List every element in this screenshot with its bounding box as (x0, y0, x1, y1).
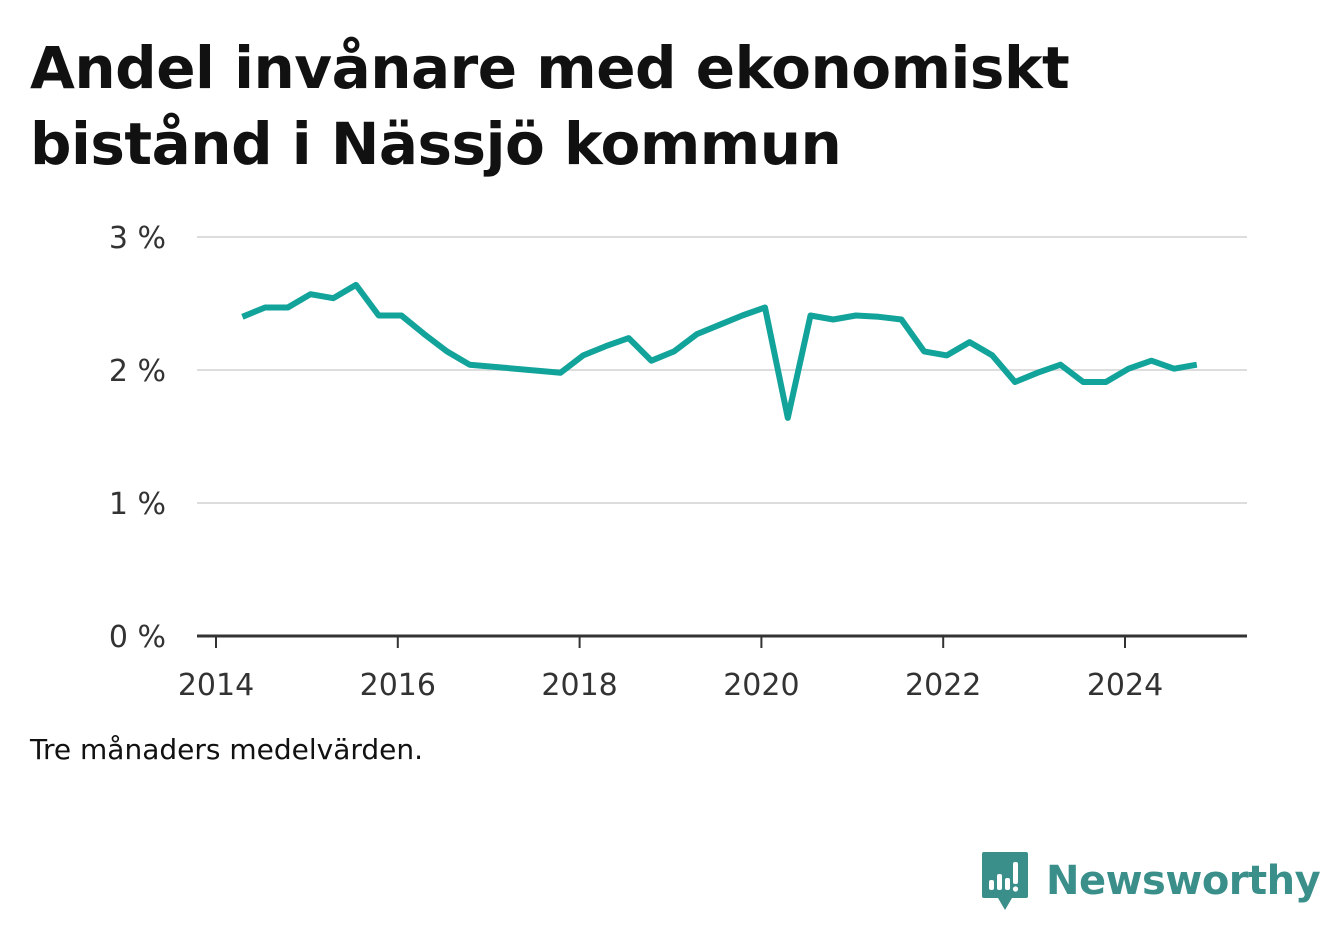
data-point (353, 282, 359, 288)
data-point (648, 358, 654, 364)
data-point (239, 314, 245, 320)
chart-title: Andel invånare med ekonomiskt bistånd i … (30, 34, 1070, 178)
data-point (830, 317, 836, 323)
data-point (308, 291, 314, 297)
brand-logo[interactable]: Newsworthy (980, 850, 1321, 912)
data-point (694, 331, 700, 337)
data-point (717, 322, 723, 328)
x-tick-label: 2020 (723, 668, 799, 703)
data-point (626, 335, 632, 341)
data-point (739, 313, 745, 319)
data-point (967, 339, 973, 345)
series-group (239, 281, 1200, 421)
y-tick-label: 0 % (109, 620, 166, 655)
x-tick-label: 2014 (178, 668, 254, 703)
data-point (808, 313, 814, 319)
data-point (330, 295, 336, 301)
line-chart: 0 % 1 % 2 % 3 % 2014 2016 2018 2020 2022 2024 (109, 221, 1247, 703)
bar-chart-speech-bubble-icon (982, 852, 1028, 910)
data-point (989, 352, 995, 358)
data-point (262, 305, 268, 311)
data-point (558, 370, 564, 376)
data-point (876, 314, 882, 320)
data-point (1058, 362, 1064, 368)
series-line (241, 281, 1198, 421)
data-point (421, 331, 427, 337)
data-point (921, 348, 927, 354)
data-point (285, 305, 291, 311)
data-point (944, 352, 950, 358)
data-point (1148, 358, 1154, 364)
x-tick-label: 2024 (1087, 668, 1163, 703)
x-tick-label: 2022 (905, 668, 981, 703)
data-point (1126, 366, 1132, 372)
data-point (1035, 370, 1041, 376)
data-point (853, 313, 859, 319)
data-point (580, 352, 586, 358)
data-point (376, 313, 382, 319)
x-tick-label: 2018 (541, 668, 617, 703)
gridlines (197, 236, 1247, 504)
y-tick-label: 3 % (109, 221, 166, 256)
data-point (671, 348, 677, 354)
data-point (467, 362, 473, 368)
data-point (1194, 362, 1200, 368)
data-point (1012, 379, 1018, 385)
data-point (1103, 379, 1109, 385)
data-point (785, 415, 791, 421)
data-point (398, 313, 404, 319)
y-tick-label: 1 % (109, 487, 166, 522)
data-point (898, 317, 904, 323)
data-point (1171, 366, 1177, 372)
data-point (1080, 379, 1086, 385)
data-point (603, 343, 609, 349)
data-point (444, 348, 450, 354)
y-axis: 0 % 1 % 2 % 3 % (109, 221, 166, 655)
brand-name: Newsworthy (1046, 858, 1321, 904)
footnote: Tre månaders medelvärden. (30, 733, 424, 766)
x-tick-label: 2016 (360, 668, 436, 703)
x-axis: 2014 2016 2018 2020 2022 2024 (178, 636, 1163, 703)
y-tick-label: 2 % (109, 354, 166, 389)
data-point (762, 305, 768, 311)
